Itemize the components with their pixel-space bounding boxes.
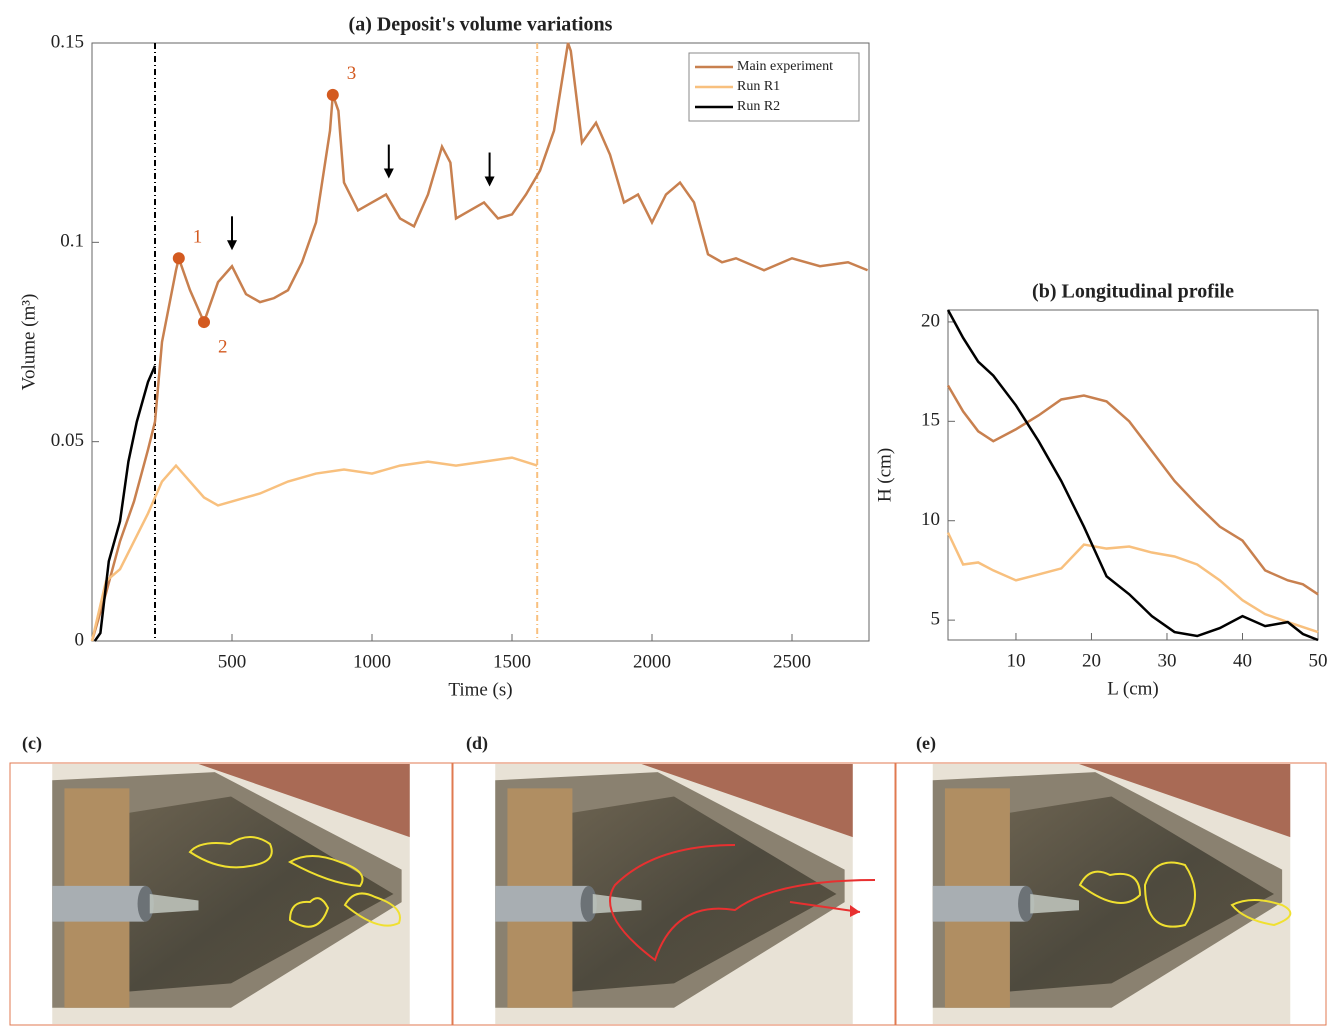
x-tick-label: 30 (1157, 650, 1176, 671)
arrow-head (384, 169, 394, 179)
photo (933, 764, 1291, 1024)
arrowhead (850, 905, 860, 917)
y-tick-label: 20 (921, 310, 940, 331)
annotation-marker (173, 252, 185, 264)
arrow-head (227, 240, 237, 250)
page: {"chart_data": [ {"type": "line", "title… (0, 0, 1327, 1027)
y-tick-label: 0.05 (51, 430, 84, 451)
x-tick-label: 10 (1006, 650, 1025, 671)
photo-d (453, 763, 895, 1025)
x-axis-label: Time (s) (448, 679, 512, 700)
annotation-label: 3 (347, 63, 357, 84)
series-line (948, 386, 1318, 595)
series-line (948, 533, 1318, 632)
panel-label: (e) (916, 733, 936, 754)
y-tick-label: 0.1 (60, 231, 84, 252)
legend-text: Run R1 (737, 79, 780, 94)
plot-area (948, 310, 1318, 640)
x-tick-label: 2000 (633, 651, 671, 672)
x-tick-label: 500 (218, 651, 247, 672)
x-tick-label: 20 (1082, 650, 1101, 671)
y-axis-label: H (cm) (874, 448, 895, 502)
chart-title: (a) Deposit's volume variations (349, 14, 613, 36)
x-tick-label: 1500 (493, 651, 531, 672)
series-line (92, 458, 537, 641)
annotation-marker (198, 316, 210, 328)
series-line (95, 366, 155, 641)
annotation-marker (327, 89, 339, 101)
x-axis-label: L (cm) (1107, 678, 1159, 699)
plot-area (92, 43, 869, 641)
legend-text: Run R2 (737, 99, 780, 114)
series-line (948, 310, 1318, 640)
annotation-label: 2 (218, 336, 228, 357)
panel-label: (d) (466, 733, 488, 754)
x-tick-label: 50 (1309, 650, 1327, 671)
panel-label: (c) (22, 733, 42, 754)
annotation-label: 1 (193, 227, 203, 248)
photo-e (896, 763, 1326, 1025)
y-axis-label: Volume (m³) (18, 294, 39, 391)
x-tick-label: 2500 (773, 651, 811, 672)
x-tick-label: 1000 (353, 651, 391, 672)
x-tick-label: 40 (1233, 650, 1252, 671)
photo-c (10, 763, 452, 1025)
y-tick-label: 5 (931, 608, 941, 629)
y-tick-label: 15 (921, 410, 940, 431)
arrow-head (485, 177, 495, 187)
chart-title: (b) Longitudinal profile (1032, 281, 1234, 303)
figure: (c) (d) (e) (a) Deposit's volume variati… (0, 0, 1327, 1027)
series-line (92, 43, 868, 641)
y-tick-label: 10 (921, 509, 940, 530)
y-tick-label: 0 (75, 629, 85, 650)
legend-text: Main experiment (737, 59, 833, 74)
photo (495, 764, 853, 1024)
y-tick-label: 0.15 (51, 31, 84, 52)
